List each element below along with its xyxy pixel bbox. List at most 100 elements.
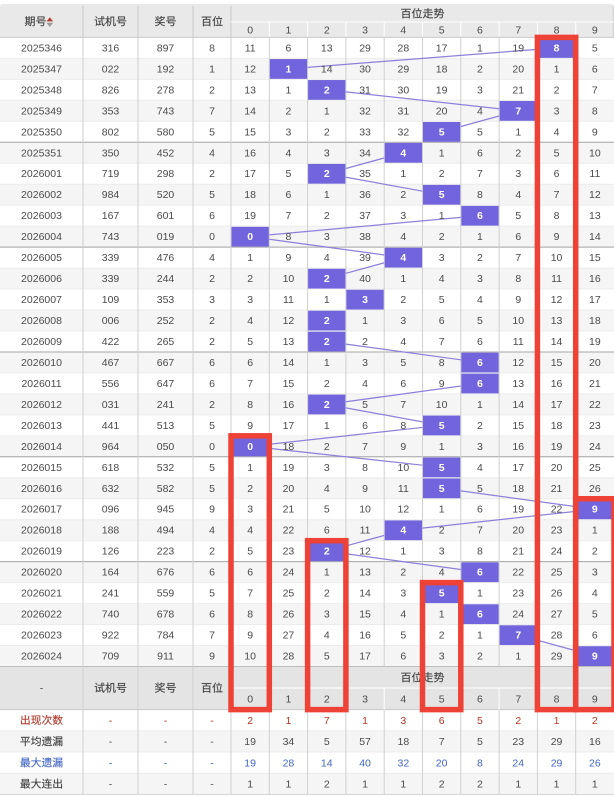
svg-text:2026018: 2026018 xyxy=(21,525,62,537)
svg-text:23: 23 xyxy=(589,420,601,432)
svg-text:513: 513 xyxy=(157,420,175,432)
svg-text:19: 19 xyxy=(244,210,256,222)
svg-text:22: 22 xyxy=(551,504,563,516)
svg-text:2: 2 xyxy=(324,126,330,138)
svg-text:2: 2 xyxy=(324,336,330,348)
svg-text:10: 10 xyxy=(589,147,601,159)
svg-text:632: 632 xyxy=(102,483,120,495)
svg-text:4: 4 xyxy=(400,147,406,159)
svg-text:2: 2 xyxy=(209,168,215,180)
svg-text:2026006: 2026006 xyxy=(21,273,62,285)
svg-text:1: 1 xyxy=(400,779,406,791)
svg-text:647: 647 xyxy=(157,378,175,390)
svg-text:5: 5 xyxy=(477,483,483,495)
svg-text:20: 20 xyxy=(589,357,601,369)
svg-text:-: - xyxy=(164,736,168,748)
svg-text:22: 22 xyxy=(512,567,524,579)
svg-text:1: 1 xyxy=(362,779,368,791)
svg-text:19: 19 xyxy=(512,504,524,516)
svg-text:19: 19 xyxy=(551,441,563,453)
svg-text:5: 5 xyxy=(400,630,406,642)
svg-text:532: 532 xyxy=(157,462,175,474)
svg-text:1: 1 xyxy=(439,609,445,621)
svg-text:1: 1 xyxy=(324,567,330,579)
svg-text:31: 31 xyxy=(359,84,371,96)
svg-text:2: 2 xyxy=(247,715,253,727)
svg-text:8: 8 xyxy=(209,42,215,54)
svg-text:1: 1 xyxy=(362,715,368,727)
svg-text:3: 3 xyxy=(362,694,368,706)
svg-text:18: 18 xyxy=(398,736,410,748)
svg-text:298: 298 xyxy=(157,168,175,180)
svg-text:31: 31 xyxy=(398,105,410,117)
svg-text:40: 40 xyxy=(359,757,371,769)
svg-text:2026019: 2026019 xyxy=(21,546,62,558)
svg-text:743: 743 xyxy=(102,231,120,243)
svg-text:2: 2 xyxy=(439,168,445,180)
svg-text:2025350: 2025350 xyxy=(21,126,62,138)
svg-text:2: 2 xyxy=(324,273,330,285)
svg-text:11: 11 xyxy=(360,525,371,537)
svg-text:13: 13 xyxy=(283,336,295,348)
svg-text:1: 1 xyxy=(324,357,330,369)
svg-text:2: 2 xyxy=(477,651,483,663)
svg-text:556: 556 xyxy=(102,378,120,390)
svg-text:2026001: 2026001 xyxy=(21,168,62,180)
svg-text:339: 339 xyxy=(102,273,120,285)
svg-text:7: 7 xyxy=(400,399,406,411)
svg-text:27: 27 xyxy=(551,609,563,621)
svg-text:5: 5 xyxy=(439,189,445,201)
svg-text:4: 4 xyxy=(209,525,215,537)
svg-text:28: 28 xyxy=(398,42,410,54)
svg-text:3: 3 xyxy=(400,715,406,727)
svg-text:3: 3 xyxy=(362,357,368,369)
svg-text:14: 14 xyxy=(512,399,524,411)
svg-text:5: 5 xyxy=(400,357,406,369)
svg-text:1: 1 xyxy=(400,273,406,285)
svg-text:1: 1 xyxy=(477,231,483,243)
svg-text:12: 12 xyxy=(283,315,295,327)
svg-text:1: 1 xyxy=(439,147,445,159)
svg-text:2: 2 xyxy=(400,189,406,201)
svg-text:4: 4 xyxy=(209,147,215,159)
svg-text:964: 964 xyxy=(102,441,120,453)
svg-text:922: 922 xyxy=(102,630,120,642)
svg-text:1: 1 xyxy=(554,63,560,75)
svg-text:618: 618 xyxy=(102,462,120,474)
svg-text:6: 6 xyxy=(439,715,445,727)
svg-text:20: 20 xyxy=(436,757,448,769)
svg-text:2: 2 xyxy=(439,231,445,243)
svg-text:2026020: 2026020 xyxy=(21,567,62,579)
svg-text:2: 2 xyxy=(324,546,330,558)
svg-text:1: 1 xyxy=(324,294,330,306)
svg-text:5: 5 xyxy=(324,736,330,748)
svg-text:1: 1 xyxy=(554,715,560,727)
svg-text:4: 4 xyxy=(477,462,483,474)
svg-text:241: 241 xyxy=(157,399,175,411)
svg-text:57: 57 xyxy=(359,736,371,748)
svg-text:27: 27 xyxy=(283,630,295,642)
svg-text:12: 12 xyxy=(512,357,524,369)
svg-text:2: 2 xyxy=(209,399,215,411)
svg-text:13: 13 xyxy=(244,84,256,96)
svg-text:7: 7 xyxy=(515,630,521,642)
svg-text:676: 676 xyxy=(157,567,175,579)
svg-text:6: 6 xyxy=(477,504,483,516)
svg-text:4: 4 xyxy=(324,252,330,264)
svg-text:18: 18 xyxy=(589,315,601,327)
svg-text:25: 25 xyxy=(589,462,601,474)
svg-text:2: 2 xyxy=(286,105,292,117)
svg-text:12: 12 xyxy=(244,63,256,75)
svg-text:10: 10 xyxy=(551,252,563,264)
svg-text:30: 30 xyxy=(359,63,371,75)
svg-text:4: 4 xyxy=(286,147,292,159)
svg-text:2: 2 xyxy=(477,420,483,432)
svg-text:5: 5 xyxy=(209,126,215,138)
svg-text:1: 1 xyxy=(286,779,292,791)
svg-text:8: 8 xyxy=(247,399,253,411)
svg-text:5: 5 xyxy=(209,462,215,474)
svg-text:2: 2 xyxy=(439,630,445,642)
svg-text:21: 21 xyxy=(283,504,295,516)
svg-text:13: 13 xyxy=(359,567,371,579)
svg-text:8: 8 xyxy=(554,25,560,37)
